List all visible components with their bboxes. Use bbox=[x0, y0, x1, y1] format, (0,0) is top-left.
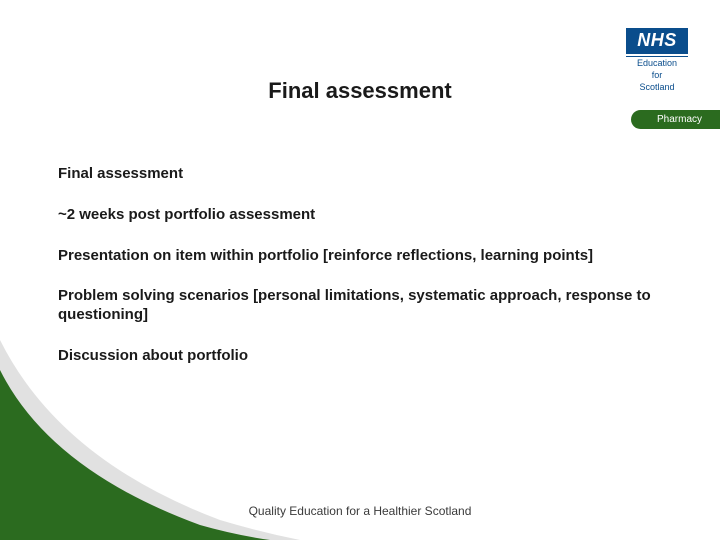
nhs-logo-line1: Education bbox=[626, 59, 688, 69]
content-paragraph: Presentation on item within portfolio [r… bbox=[58, 247, 670, 266]
content-heading: Final assessment bbox=[58, 165, 670, 184]
content-paragraph: Problem solving scenarios [personal limi… bbox=[58, 287, 670, 325]
nhs-logo-divider bbox=[626, 56, 688, 57]
content-paragraph: ~2 weeks post portfolio assessment bbox=[58, 206, 670, 225]
nhs-logo-brand: NHS bbox=[626, 28, 688, 54]
slide-content: Final assessment ~2 weeks post portfolio… bbox=[58, 165, 670, 388]
footer-tagline: Quality Education for a Healthier Scotla… bbox=[0, 504, 720, 518]
slide-title: Final assessment bbox=[0, 78, 720, 104]
content-paragraph: Discussion about portfolio bbox=[58, 347, 670, 366]
pharmacy-badge: Pharmacy bbox=[631, 110, 720, 129]
